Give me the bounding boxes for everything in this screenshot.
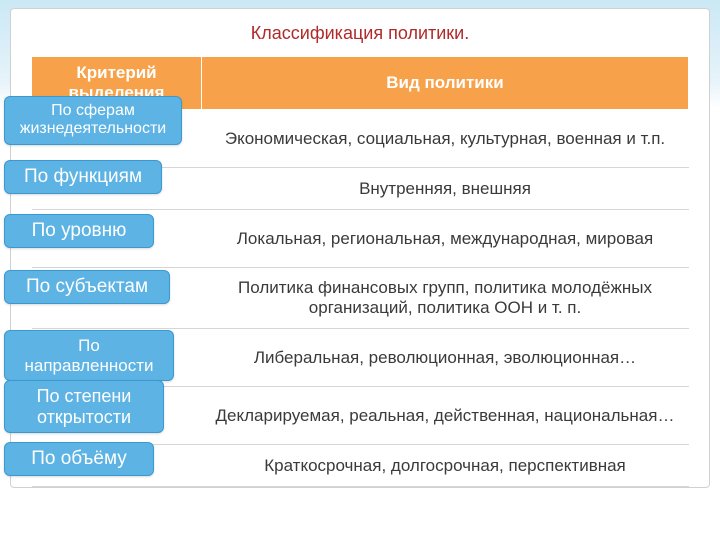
slide: Классификация политики. Критерий выделен… xyxy=(0,0,720,540)
cell-value: Краткосрочная, долгосрочная, перспективн… xyxy=(202,445,689,487)
cell-value: Экономическая, социальная, культурная, в… xyxy=(202,110,689,168)
cell-value: Политика финансовых групп, политика моло… xyxy=(202,268,689,329)
criterion-label: По направленности xyxy=(4,330,174,381)
criterion-label: По сферам жизнедеятельности xyxy=(4,96,182,145)
criterion-label: По степени открытости xyxy=(4,380,164,433)
cell-value: Либеральная, революционная, эволюционная… xyxy=(202,329,689,387)
slide-title: Классификация политики. xyxy=(31,23,689,44)
cell-value: Декларируемая, реальная, действенная, на… xyxy=(202,387,689,445)
criterion-label: По функциям xyxy=(4,160,162,194)
header-type: Вид политики xyxy=(202,57,689,110)
criterion-label: По объёму xyxy=(4,442,154,476)
cell-value: Внутренняя, внешняя xyxy=(202,168,689,210)
criterion-label: По уровню xyxy=(4,214,154,248)
criterion-label: По субъектам xyxy=(4,270,170,304)
cell-value: Локальная, региональная, международная, … xyxy=(202,210,689,268)
